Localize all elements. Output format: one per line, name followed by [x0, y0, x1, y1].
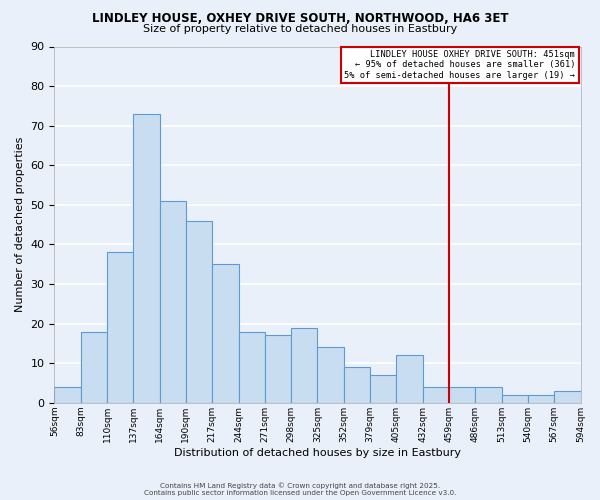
Bar — [291, 328, 317, 403]
Bar — [502, 395, 528, 403]
Bar — [475, 387, 502, 403]
Bar — [317, 348, 344, 403]
X-axis label: Distribution of detached houses by size in Eastbury: Distribution of detached houses by size … — [174, 448, 461, 458]
Bar — [449, 387, 475, 403]
Bar — [212, 264, 239, 403]
Bar — [186, 220, 212, 403]
Text: Size of property relative to detached houses in Eastbury: Size of property relative to detached ho… — [143, 24, 457, 34]
Bar — [133, 114, 160, 403]
Bar — [265, 336, 291, 403]
Text: LINDLEY HOUSE OXHEY DRIVE SOUTH: 451sqm
← 95% of detached houses are smaller (36: LINDLEY HOUSE OXHEY DRIVE SOUTH: 451sqm … — [344, 50, 575, 80]
Text: Contains public sector information licensed under the Open Government Licence v3: Contains public sector information licen… — [144, 490, 456, 496]
Text: Contains HM Land Registry data © Crown copyright and database right 2025.: Contains HM Land Registry data © Crown c… — [160, 482, 440, 489]
Bar — [397, 356, 422, 403]
Bar — [239, 332, 265, 403]
Bar — [422, 387, 449, 403]
Text: LINDLEY HOUSE, OXHEY DRIVE SOUTH, NORTHWOOD, HA6 3ET: LINDLEY HOUSE, OXHEY DRIVE SOUTH, NORTHW… — [92, 12, 508, 26]
Bar — [81, 332, 107, 403]
Bar — [55, 387, 81, 403]
Y-axis label: Number of detached properties: Number of detached properties — [15, 137, 25, 312]
Bar — [344, 367, 370, 403]
Bar — [370, 375, 397, 403]
Bar — [107, 252, 133, 403]
Bar — [160, 201, 186, 403]
Bar — [528, 395, 554, 403]
Bar — [554, 391, 581, 403]
